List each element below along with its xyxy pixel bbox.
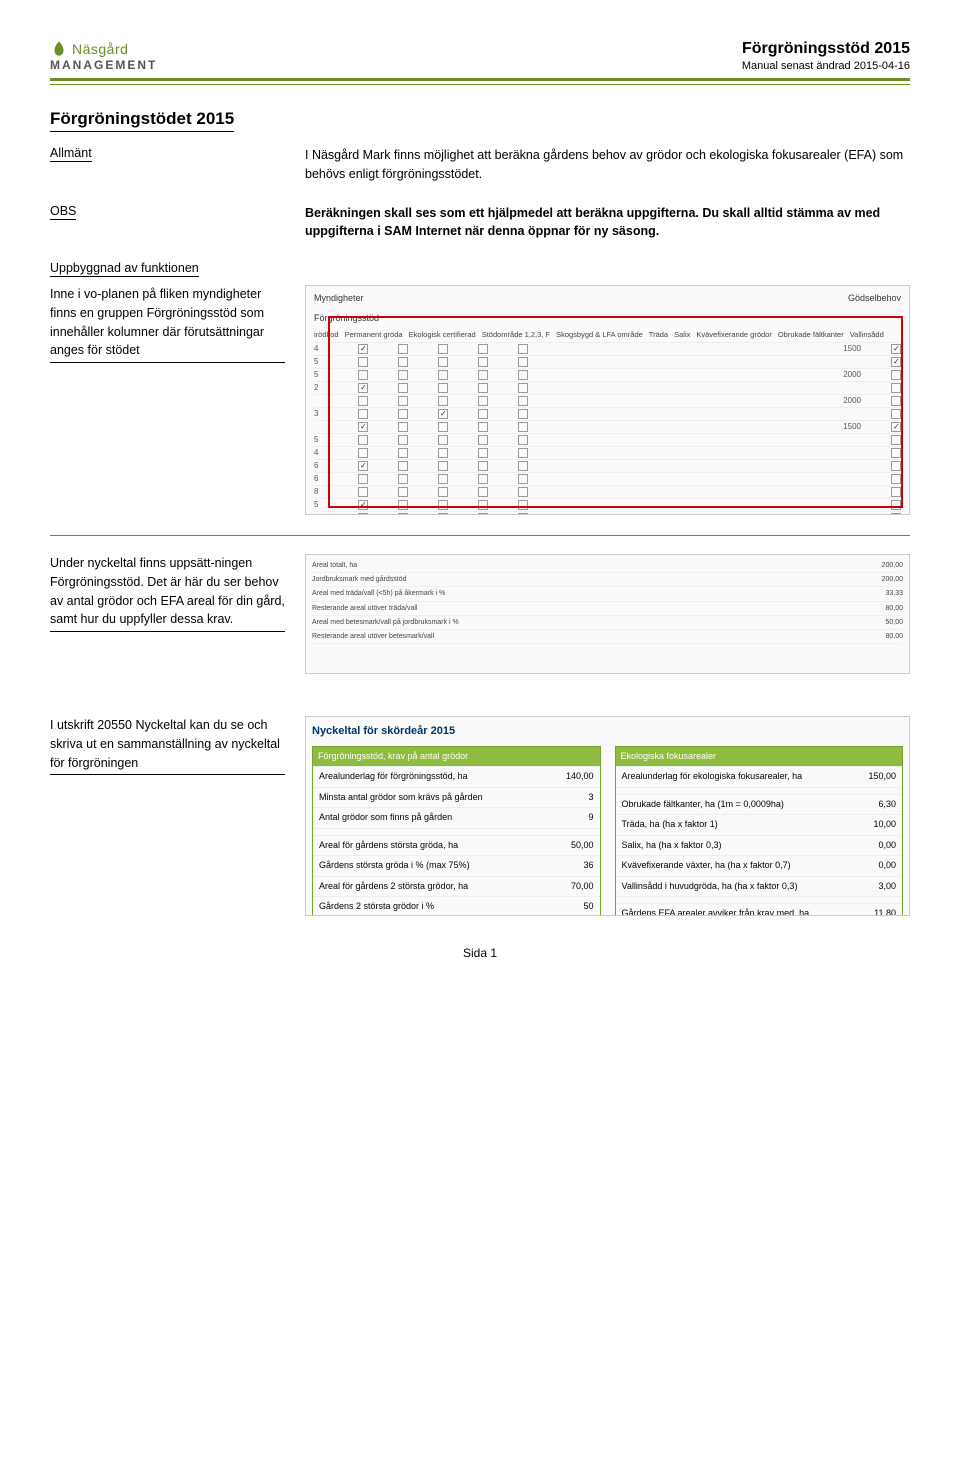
table-row: Salix, ha (ha x faktor 0,3)0,00	[616, 835, 903, 856]
leaf-icon	[50, 40, 68, 58]
block3: I utskrift 20550 Nyckeltal kan du se och…	[50, 716, 910, 916]
text-obs: Beräkningen skall ses som ett hjälpmedel…	[305, 204, 910, 242]
logo-subtitle: MANAGEMENT	[50, 58, 157, 72]
table-row: Arealunderlag för förgröningsstöd, ha140…	[313, 766, 600, 787]
table-left: Förgröningsstöd, krav på antal grödor Ar…	[312, 746, 601, 917]
label-obs: OBS	[50, 204, 76, 220]
divider-thin	[50, 84, 910, 85]
text-allmant: I Näsgård Mark finns möjlighet att beräk…	[305, 146, 910, 184]
tab-myndigheter: Myndigheter	[314, 292, 364, 306]
logo-name: Näsgård	[72, 41, 128, 57]
screenshot-utskrift: Nyckeltal för skördeår 2015 Förgröningss…	[305, 716, 910, 916]
table-row: Obrukade fältkanter, ha (1m = 0,0009ha)6…	[616, 794, 903, 815]
doc-title: Förgröningsstöd 2015	[742, 40, 910, 58]
page-header: Näsgård MANAGEMENT Förgröningsstöd 2015 …	[50, 40, 910, 72]
block2-text: Under nyckeltal finns uppsätt-ningen För…	[50, 554, 285, 632]
table-row: Gårdens 2 största grödor i %50	[313, 896, 600, 916]
table-right-header: Ekologiska fokusarealer	[616, 747, 903, 767]
screenshot-myndigheter: Myndigheter Gödselbehov Förgröningsstöd …	[305, 285, 910, 515]
divider-thick	[50, 78, 910, 81]
tab-godselbehov: Gödselbehov	[848, 292, 901, 306]
page-footer: Sida 1	[50, 946, 910, 960]
table-row: Vallinsådd i huvudgröda, ha (ha x faktor…	[616, 876, 903, 897]
table-row: 5	[314, 511, 901, 515]
block1: Inne i vo-planen på fliken myndigheter f…	[50, 285, 910, 515]
table-row: Areal för gårdens största gröda, ha50,00	[313, 835, 600, 856]
block3-text: I utskrift 20550 Nyckeltal kan du se och…	[50, 716, 285, 775]
row-allmant: Allmänt I Näsgård Mark finns möjlighet a…	[50, 146, 910, 184]
logo: Näsgård MANAGEMENT	[50, 40, 157, 72]
row-obs: OBS Beräkningen skall ses som ett hjälpm…	[50, 204, 910, 242]
report-title: Nyckeltal för skördeår 2015	[312, 723, 903, 740]
table-row: Arealunderlag för ekologiska fokusareale…	[616, 766, 903, 787]
table-row	[616, 896, 903, 903]
doc-subtitle: Manual senast ändrad 2015-04-16	[742, 60, 910, 72]
highlight-box	[328, 316, 903, 508]
table-row: Antal grödor som finns på gården9	[313, 807, 600, 828]
table-row: Kvävefixerande växter, ha (ha x faktor 0…	[616, 855, 903, 876]
block1-text: Inne i vo-planen på fliken myndigheter f…	[50, 285, 285, 363]
screenshot-nyckeltal: Areal totalt, ha200,00 Jordbruksmark med…	[305, 554, 910, 674]
table-row: Gårdens EFA arealer avviker från krav me…	[616, 903, 903, 916]
table-row: Minsta antal grödor som krävs på gården3	[313, 787, 600, 808]
label-allmant: Allmänt	[50, 146, 92, 162]
table-row: Träda, ha (ha x faktor 1)10,00	[616, 814, 903, 835]
table-row	[616, 787, 903, 794]
subheading: Uppbyggnad av funktionen	[50, 261, 199, 277]
block2: Under nyckeltal finns uppsätt-ningen För…	[50, 554, 910, 674]
section-title: Förgröningstödet 2015	[50, 109, 234, 132]
table-right: Ekologiska fokusarealer Arealunderlag fö…	[615, 746, 904, 917]
table-row: Areal för gårdens 2 största grödor, ha70…	[313, 876, 600, 897]
table-row	[313, 828, 600, 835]
table-left-header: Förgröningsstöd, krav på antal grödor	[313, 747, 600, 767]
table-row: Gårdens största gröda i % (max 75%)36	[313, 855, 600, 876]
divider-thin	[50, 535, 910, 536]
